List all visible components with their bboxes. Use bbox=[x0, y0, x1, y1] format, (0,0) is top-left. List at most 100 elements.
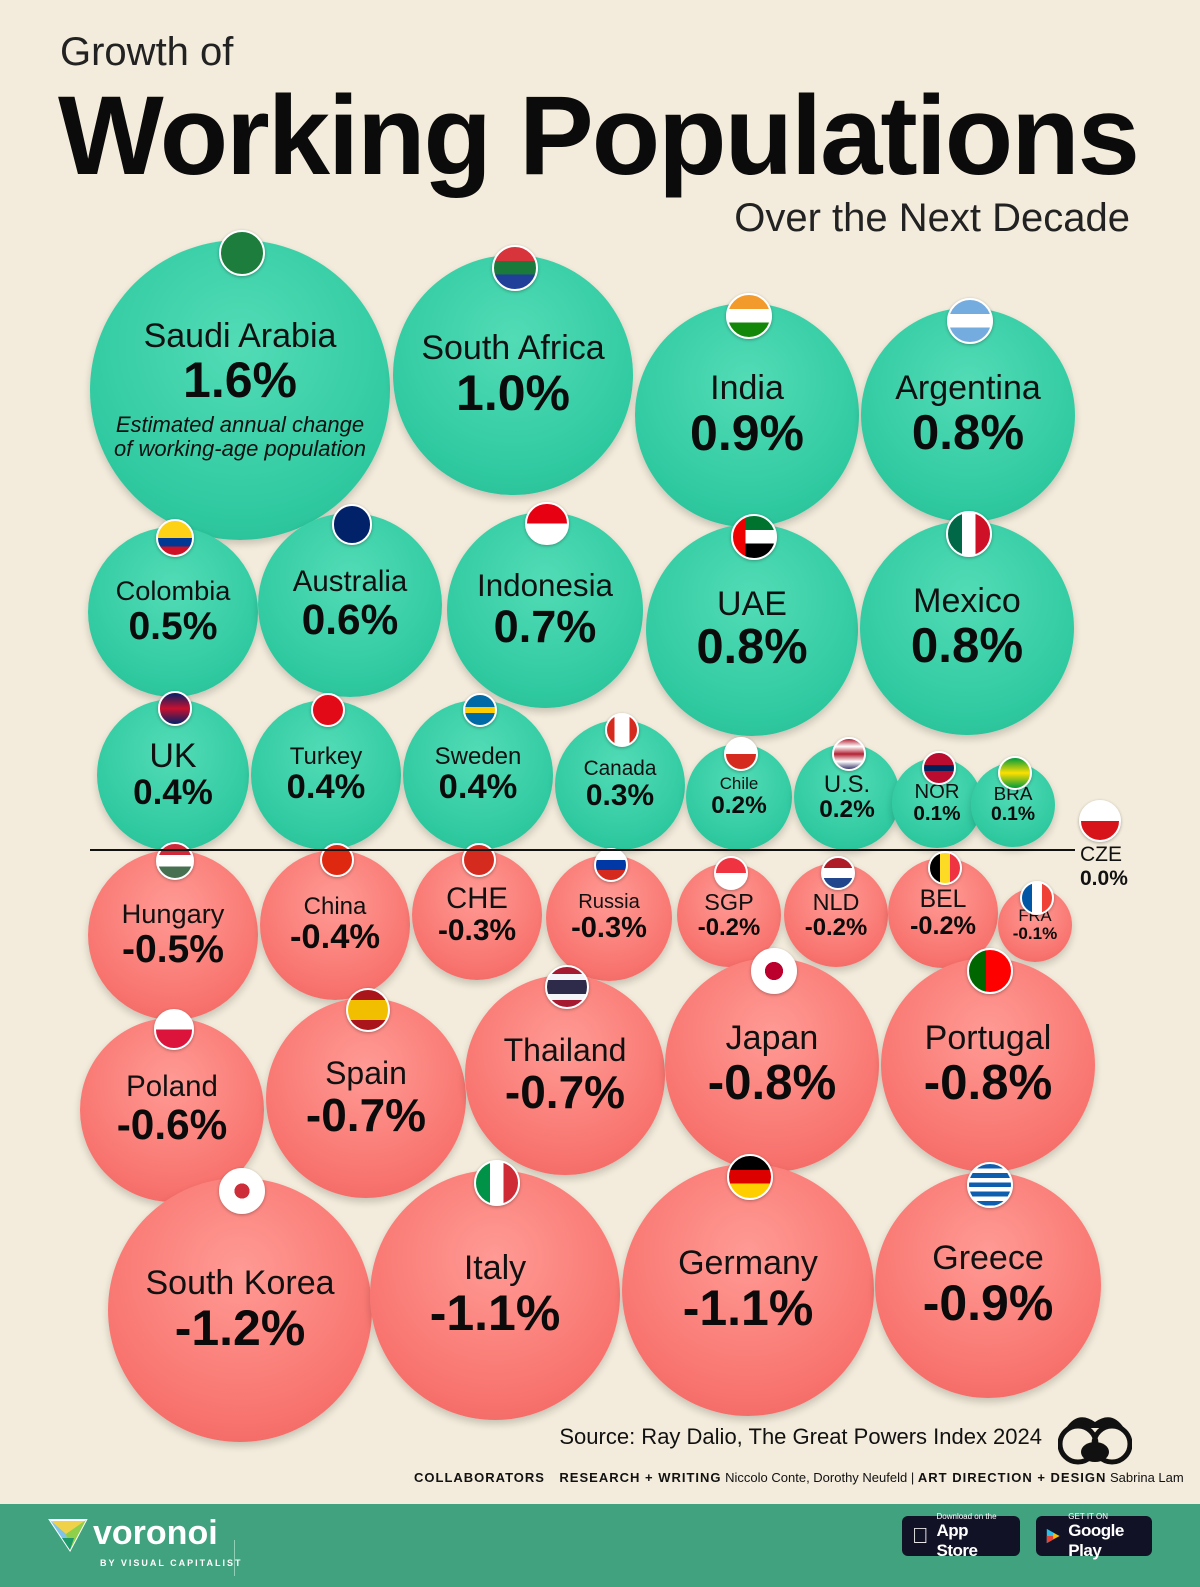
bubble-label: South Africa bbox=[421, 328, 605, 367]
flag-uae-icon bbox=[731, 513, 777, 560]
bubble-label: Sweden bbox=[434, 743, 522, 771]
bubble-value: 0.4% bbox=[286, 768, 366, 807]
bubble-germany: Germany -1.1% bbox=[622, 1164, 874, 1416]
flag-spain-icon bbox=[346, 988, 390, 1032]
flag-germany-icon bbox=[727, 1153, 773, 1200]
bubble-label: Germany bbox=[678, 1243, 818, 1282]
bubble-value: -0.8% bbox=[707, 1055, 837, 1110]
bubble-italy: Italy -1.1% bbox=[370, 1170, 620, 1420]
bubble-label: Indonesia bbox=[476, 567, 613, 603]
bubble-value: -1.1% bbox=[429, 1284, 561, 1341]
bubble-value: 0.9% bbox=[690, 404, 804, 461]
bubble-sgp: SGP -0.2% bbox=[677, 863, 781, 967]
flag-bel-icon bbox=[928, 850, 962, 885]
art-names: Sabrina Lam bbox=[1110, 1470, 1184, 1485]
brand-name: voronoi bbox=[93, 1514, 218, 1552]
bubble-south-africa: South Africa 1.0% bbox=[393, 255, 633, 495]
bubble-label: Italy bbox=[463, 1248, 527, 1287]
bubble-label: Greece bbox=[932, 1238, 1044, 1277]
google-play-icon bbox=[1046, 1528, 1060, 1544]
flag-portugal-icon bbox=[967, 947, 1013, 994]
source-text: Source: Ray Dalio, The Great Powers Inde… bbox=[559, 1424, 1042, 1449]
google-play-small: GET IT ON bbox=[1068, 1511, 1109, 1521]
bubble-label: U.S. bbox=[823, 770, 871, 798]
bubble-label: Portugal bbox=[924, 1019, 1052, 1058]
flag-hungary-icon bbox=[156, 841, 194, 880]
bubble-label: UK bbox=[149, 736, 197, 775]
bubble-value: 0.1% bbox=[990, 803, 1036, 825]
flag-japan-icon bbox=[751, 947, 797, 994]
title-line-3: Over the Next Decade bbox=[734, 196, 1130, 240]
bubble-label: Japan bbox=[725, 1019, 819, 1058]
flag-mexico-icon bbox=[946, 510, 992, 557]
bubble-value: 0.0% bbox=[1080, 867, 1128, 891]
value-note: Estimated annual change of working-age p… bbox=[114, 411, 366, 462]
flag-poland-icon bbox=[153, 1008, 195, 1050]
bubble-label: Argentina bbox=[895, 369, 1041, 408]
google-play-button[interactable]: GET IT ON Google Play bbox=[1036, 1512, 1152, 1560]
bubble-saudi-arabia: Saudi Arabia 1.6% Estimated annual change … bbox=[90, 240, 390, 540]
bubble-label: Spain bbox=[325, 1055, 407, 1092]
research-names: Niccolo Conte, Dorothy Neufeld bbox=[725, 1470, 908, 1485]
bubble-value: 0.4% bbox=[133, 772, 213, 812]
google-play-label: Google Play bbox=[1068, 1520, 1124, 1560]
bubble-portugal: Portugal -0.8% bbox=[881, 958, 1095, 1172]
flag-nld-icon bbox=[821, 855, 855, 890]
bubble-uk: UK 0.4% bbox=[97, 699, 249, 851]
bubble-spain: Spain -0.7% bbox=[266, 998, 466, 1198]
flag-nor-icon bbox=[922, 750, 956, 785]
footer-divider bbox=[234, 1540, 235, 1576]
bubble-indonesia: Indonesia 0.7% bbox=[447, 512, 643, 708]
bubble-value: 0.8% bbox=[910, 618, 1024, 673]
bubble-value: 0.7% bbox=[493, 600, 597, 652]
flag-argentina-icon bbox=[947, 297, 993, 344]
bubble-label: Russia bbox=[578, 891, 640, 914]
bubble-argentina: Argentina 0.8% bbox=[861, 308, 1075, 522]
voronoi-logo-icon bbox=[48, 1519, 88, 1552]
flag-fra-icon bbox=[1020, 880, 1054, 915]
bubble-greece: Greece -0.9% bbox=[875, 1172, 1101, 1398]
bubble-label: Canada bbox=[583, 757, 657, 781]
bubble-india: India 0.9% bbox=[635, 303, 859, 527]
bubble-label: NLD bbox=[812, 889, 860, 916]
bubble-value: -0.5% bbox=[121, 927, 225, 971]
bubble-value: -0.8% bbox=[923, 1055, 1053, 1110]
bubble-value: 0.3% bbox=[585, 779, 655, 813]
bubble-label: Australia bbox=[292, 565, 408, 599]
collaborators-label: COLLABORATORS bbox=[414, 1470, 545, 1485]
bubble-label: Saudi Arabia bbox=[143, 316, 337, 355]
bubble-label: Colombia bbox=[115, 575, 231, 607]
bubble-value: 0.8% bbox=[696, 620, 808, 675]
bubble-value: 1.0% bbox=[456, 364, 570, 421]
bubble-value: -0.2% bbox=[804, 913, 868, 941]
flag-che-icon bbox=[462, 842, 496, 877]
bubble-cze: CZE 0.0% bbox=[1080, 843, 1128, 891]
bubble-label: South Korea bbox=[145, 1263, 335, 1302]
brand-sub: BY VISUAL CAPITALIST bbox=[100, 1558, 243, 1568]
bubble-label: Turkey bbox=[289, 743, 363, 771]
apple-icon:  bbox=[912, 1523, 929, 1549]
bubble-label: Thailand bbox=[503, 1032, 627, 1069]
bubble-chile: Chile 0.2% bbox=[686, 744, 792, 850]
bubble-label: BEL bbox=[919, 885, 967, 913]
bubble-label: NOR bbox=[914, 780, 960, 803]
flag-sgp-icon bbox=[714, 855, 748, 890]
flag-turkey-icon bbox=[311, 692, 345, 727]
bubble-value: -0.4% bbox=[289, 918, 381, 957]
flag-south-korea-icon bbox=[219, 1167, 265, 1214]
research-label: RESEARCH + WRITING bbox=[559, 1470, 722, 1485]
flag-saudi-arabia-icon bbox=[219, 229, 265, 276]
bubble-label: CHE bbox=[446, 882, 508, 915]
bubble-value: -0.3% bbox=[571, 912, 647, 945]
bubble-value: -0.2% bbox=[909, 911, 977, 940]
bubble-mexico: Mexico 0.8% bbox=[860, 521, 1074, 735]
bubble-value: 0.5% bbox=[128, 604, 218, 648]
bubble-value: 0.2% bbox=[711, 792, 767, 820]
bubble-label: Poland bbox=[126, 1070, 218, 1104]
bubble-value: -0.3% bbox=[437, 913, 517, 947]
bubble-label: BRA bbox=[993, 783, 1033, 805]
footer-bar: voronoi BY VISUAL CAPITALIST  Download … bbox=[0, 1504, 1200, 1587]
bubble-label: Hungary bbox=[121, 898, 225, 930]
bubble-label: India bbox=[710, 368, 784, 407]
